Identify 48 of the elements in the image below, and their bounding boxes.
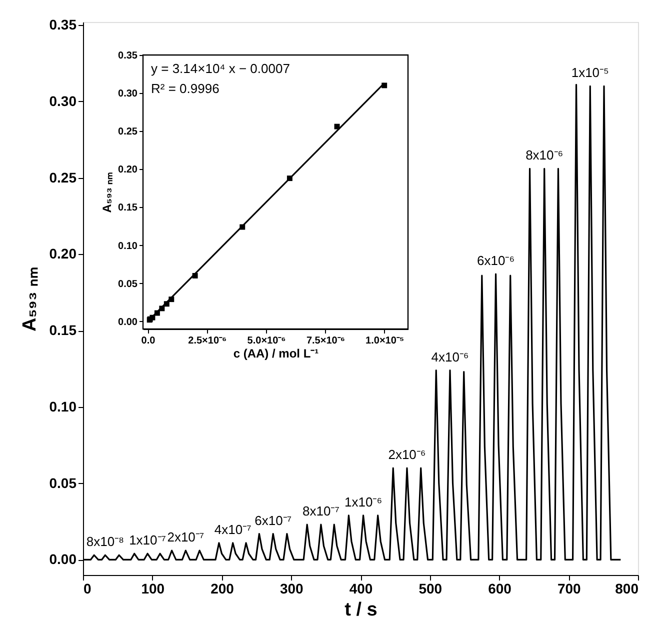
- y-tick-label: 0.25: [49, 169, 77, 186]
- x-tick-label: 500: [418, 580, 442, 596]
- annotation: 1x10⁻⁷: [129, 532, 166, 548]
- annotation: 6x10⁻⁷: [254, 512, 292, 528]
- y-tick-label: 0.35: [49, 16, 77, 33]
- y-axis-title: A₅₉₃ ₙₘ: [19, 266, 40, 332]
- annotation: 6x10⁻⁶: [477, 253, 515, 268]
- annotation: 4x10⁻⁷: [214, 522, 252, 537]
- y-tick-label: 0.05: [118, 278, 138, 290]
- y-tick-label: 0.30: [49, 92, 77, 109]
- y-tick-label: 0.05: [49, 474, 77, 491]
- y-axis-title: A₅₉₃ ₙₘ: [100, 172, 114, 213]
- x-tick-label: 600: [488, 580, 512, 596]
- y-tick-label: 0.00: [118, 316, 138, 328]
- y-tick-label: 0.35: [118, 50, 138, 62]
- x-tick-label: 0: [84, 580, 92, 596]
- x-tick-label: 800: [615, 580, 639, 596]
- y-tick-label: 0.25: [118, 126, 138, 138]
- x-tick-label: 2.5×10⁻⁶: [188, 336, 227, 346]
- annotation: 8x10⁻⁶: [526, 148, 564, 163]
- annotation: 2x10⁻⁶: [388, 447, 426, 462]
- x-tick-label: 200: [210, 580, 234, 596]
- y-tick-label: 0.00: [49, 551, 77, 568]
- annotation: y = 3.14×10⁴ x − 0.0007: [151, 61, 290, 76]
- annotation: 1x10⁻⁶: [344, 494, 382, 510]
- y-tick-label: 0.20: [118, 164, 138, 176]
- y-tick-label: 0.30: [118, 88, 138, 100]
- x-axis-title: c (AA) / mol L⁻¹: [233, 346, 319, 360]
- x-tick-label: 100: [141, 580, 165, 596]
- x-tick-label: 400: [349, 580, 373, 596]
- annotation: 8x10⁻⁷: [302, 504, 340, 519]
- x-tick-label: 0.0: [141, 336, 156, 346]
- annotation: 8x10⁻⁸: [86, 534, 124, 550]
- y-tick-label: 0.15: [49, 322, 77, 338]
- x-tick-label: 7.5×10⁻⁶: [306, 336, 345, 346]
- y-tick-label: 0.10: [118, 240, 138, 252]
- annotation: 1x10⁻⁵: [571, 65, 609, 80]
- annotation: 4x10⁻⁶: [431, 349, 469, 364]
- y-tick-label: 0.20: [49, 246, 77, 262]
- y-tick-label: 0.15: [118, 202, 138, 214]
- x-tick-label: 5.0×10⁻⁶: [247, 336, 286, 346]
- annotation: 2x10⁻⁷: [167, 530, 204, 545]
- x-tick-label: 700: [557, 580, 582, 596]
- annotation: R² = 0.9996: [151, 81, 220, 96]
- x-axis-title: t / s: [344, 600, 378, 620]
- y-tick-label: 0.10: [49, 398, 77, 414]
- x-tick-label: 1.0×10⁻⁵: [366, 336, 404, 346]
- x-tick-label: 300: [280, 580, 304, 596]
